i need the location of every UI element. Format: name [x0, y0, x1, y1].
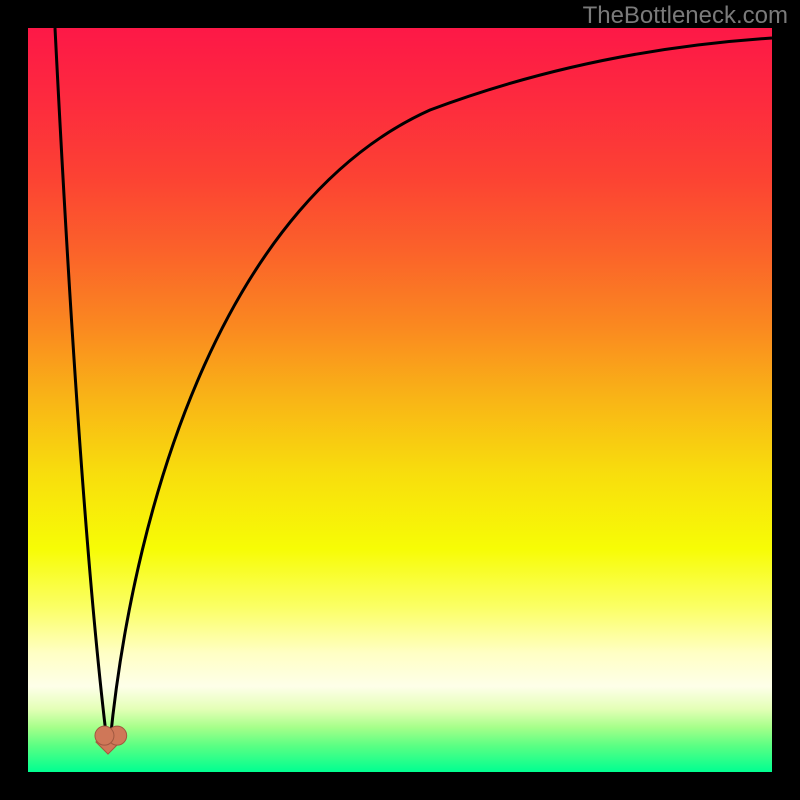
curve-layer: [0, 0, 800, 800]
bottleneck-curve-left: [55, 28, 107, 742]
watermark-text: TheBottleneck.com: [583, 2, 788, 30]
bottleneck-curve-right: [110, 38, 772, 742]
chart-container: TheBottleneck.com: [0, 0, 800, 800]
